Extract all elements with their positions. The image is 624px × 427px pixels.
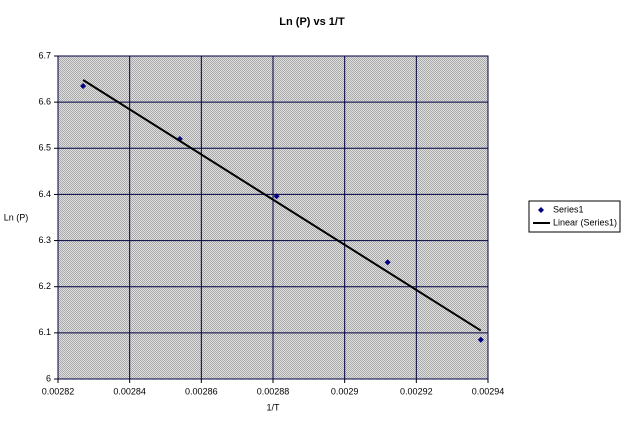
data-point xyxy=(273,193,280,200)
x-tick-label: 0.00286 xyxy=(185,386,218,396)
y-axis-label: Ln (P) xyxy=(4,212,29,222)
y-tick-label: 6.4 xyxy=(38,189,51,199)
chart-title: Ln (P) vs 1/T xyxy=(279,16,345,28)
y-tick-label: 6.7 xyxy=(38,50,51,60)
x-tick-label: 0.00288 xyxy=(257,386,290,396)
y-tick-label: 6.5 xyxy=(38,143,51,153)
x-tick-label: 0.00294 xyxy=(472,386,505,396)
legend xyxy=(528,200,621,233)
data-point xyxy=(384,259,391,266)
data-point xyxy=(477,336,484,343)
data-point xyxy=(80,82,87,89)
y-tick-label: 6.3 xyxy=(38,235,51,245)
x-tick-label: 0.00292 xyxy=(400,386,433,396)
x-tick-label: 0.00282 xyxy=(42,386,75,396)
x-tick-label: 0.00284 xyxy=(113,386,146,396)
legend-label: Series1 xyxy=(553,204,584,214)
x-tick-label: 0.0029 xyxy=(331,386,359,396)
x-axis-label: 1/T xyxy=(266,402,280,412)
y-tick-label: 6 xyxy=(46,373,51,383)
legend-symbol xyxy=(538,207,544,213)
y-tick-label: 6.6 xyxy=(38,97,51,107)
trendline xyxy=(82,79,482,332)
legend-label: Linear (Series1) xyxy=(553,217,617,227)
y-tick-label: 6.1 xyxy=(38,327,51,337)
y-tick-label: 6.2 xyxy=(38,281,51,291)
